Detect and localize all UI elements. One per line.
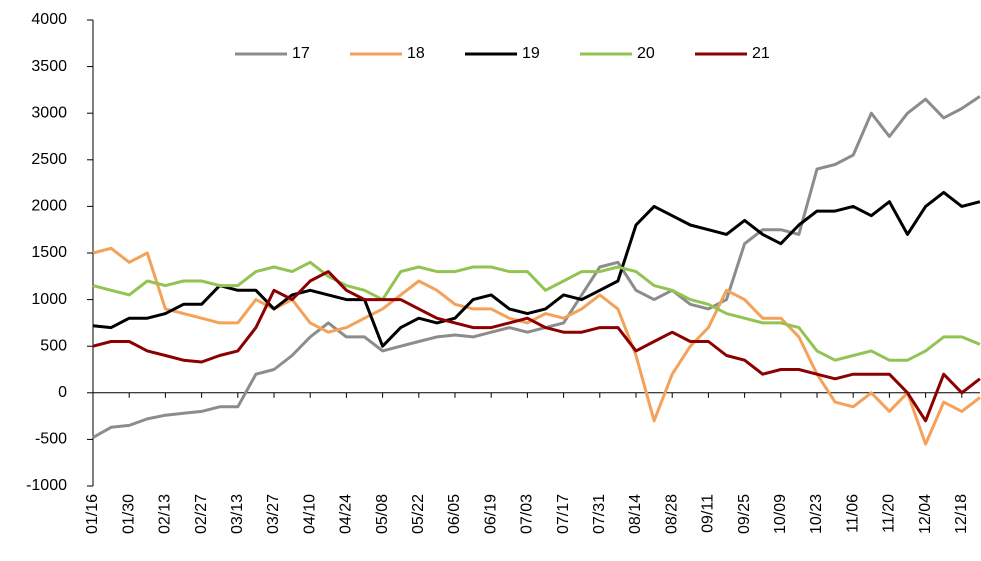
- x-tick-label: 06/05: [446, 494, 463, 534]
- y-tick-label: 3500: [31, 58, 67, 75]
- x-tick-label: 11/06: [844, 494, 861, 533]
- x-tick-label: 05/22: [410, 494, 427, 534]
- x-tick-label: 04/24: [338, 494, 355, 534]
- legend-label: 19: [522, 45, 540, 62]
- x-tick-label: 07/31: [591, 494, 608, 534]
- legend-label: 18: [407, 45, 425, 62]
- y-tick-label: 3000: [31, 104, 67, 121]
- x-tick-label: 10/23: [808, 494, 825, 534]
- y-tick-label: 2500: [31, 151, 67, 168]
- x-tick-label: 05/08: [374, 494, 391, 534]
- x-tick-label: 08/14: [627, 494, 644, 534]
- x-tick-label: 08/28: [663, 494, 680, 534]
- series-line: [92, 95, 981, 439]
- x-tick-label: 02/13: [157, 494, 174, 534]
- x-tick-label: 02/27: [193, 494, 210, 534]
- x-tick-label: 07/17: [555, 494, 572, 534]
- x-tick-label: 11/20: [881, 494, 898, 533]
- y-tick-label: 2000: [31, 198, 67, 215]
- legend-label: 20: [637, 45, 655, 62]
- x-tick-label: 10/09: [772, 494, 789, 534]
- x-tick-label: 09/25: [736, 494, 753, 534]
- x-tick-label: 12/04: [917, 494, 934, 534]
- x-tick-label: 06/19: [482, 494, 499, 534]
- y-tick-label: 1000: [31, 291, 67, 308]
- x-tick-label: 03/27: [265, 494, 282, 534]
- series-line: [92, 270, 981, 423]
- x-tick-label: 09/11: [700, 494, 717, 533]
- y-tick-label: 500: [40, 337, 67, 354]
- x-tick-label: 07/03: [519, 494, 536, 534]
- y-tick-label: -1000: [26, 477, 67, 494]
- y-tick-label: 4000: [31, 11, 67, 28]
- x-tick-label: 12/18: [953, 494, 970, 534]
- y-tick-label: -500: [35, 431, 67, 448]
- series-line: [92, 246, 981, 446]
- x-tick-label: 04/10: [301, 494, 318, 534]
- y-tick-label: 0: [58, 384, 67, 401]
- series-line: [92, 260, 981, 362]
- x-tick-label: 01/16: [84, 494, 101, 534]
- y-tick-label: 1500: [31, 244, 67, 261]
- x-tick-label: 01/30: [120, 494, 137, 534]
- legend-label: 21: [752, 45, 770, 62]
- legend: 17 18 19 20 21: [235, 45, 770, 62]
- x-tick-label: 03/13: [229, 494, 246, 534]
- legend-label: 17: [292, 45, 310, 62]
- series-line: [92, 190, 981, 348]
